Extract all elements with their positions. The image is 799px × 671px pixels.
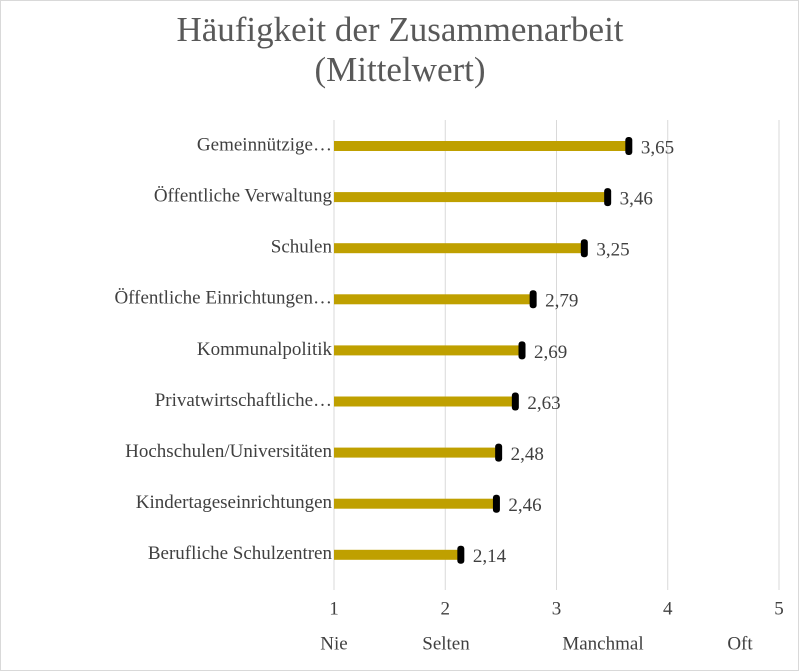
x-tick-label: 2 — [441, 598, 451, 619]
y-tick-label: Privatwirtschaftliche… — [155, 390, 332, 411]
bar-end-marker — [492, 494, 500, 513]
scale-label: Manchmal — [562, 633, 643, 654]
bar — [334, 396, 516, 407]
value-label: 2,79 — [545, 291, 578, 312]
y-tick-label: Öffentliche Verwaltung — [154, 185, 333, 206]
y-tick-label: Öffentliche Einrichtungen… — [114, 288, 332, 309]
bar-end-marker — [529, 290, 537, 309]
bar-end-marker — [511, 392, 519, 411]
scale-label: Oft — [727, 633, 753, 654]
bar — [334, 549, 461, 560]
scale-label: Nie — [320, 633, 347, 654]
bar-end-marker — [457, 545, 465, 564]
value-label: 3,25 — [596, 240, 629, 261]
bar — [334, 243, 585, 254]
y-tick-label: Hochschulen/Universitäten — [125, 441, 332, 462]
chart-title: Häufigkeit der Zusammenarbeit (Mittelwer… — [176, 10, 624, 89]
y-tick-label: Berufliche Schulzentren — [148, 543, 333, 564]
bar-end-marker — [518, 341, 526, 360]
bar — [334, 447, 499, 458]
y-tick-label: Kommunalpolitik — [197, 339, 333, 360]
value-label: 3,46 — [620, 188, 653, 209]
y-tick-label: Schulen — [271, 237, 333, 258]
bar-end-marker — [580, 239, 588, 258]
bar-end-marker — [604, 188, 612, 207]
bar — [334, 141, 629, 151]
y-tick-label: Kindertageseinrichtungen — [136, 492, 333, 513]
x-tick-label: 4 — [663, 598, 673, 619]
x-tick-label: 5 — [774, 598, 784, 619]
bar — [334, 345, 523, 356]
value-label: 3,65 — [641, 137, 674, 158]
value-label: 2,63 — [527, 393, 560, 414]
value-label: 2,48 — [511, 444, 544, 465]
value-label: 2,69 — [534, 342, 567, 363]
value-label: 2,14 — [473, 546, 507, 567]
bar — [334, 192, 608, 203]
bar-end-marker — [495, 443, 503, 462]
x-tick-label: 3 — [552, 598, 562, 619]
scale-label: Selten — [422, 633, 470, 654]
bar — [334, 294, 534, 305]
bar — [334, 498, 497, 509]
value-label: 2,46 — [508, 495, 541, 516]
y-tick-label: Gemeinnützige… — [197, 134, 332, 155]
bar-end-marker — [625, 137, 633, 155]
x-tick-label: 1 — [329, 598, 339, 619]
